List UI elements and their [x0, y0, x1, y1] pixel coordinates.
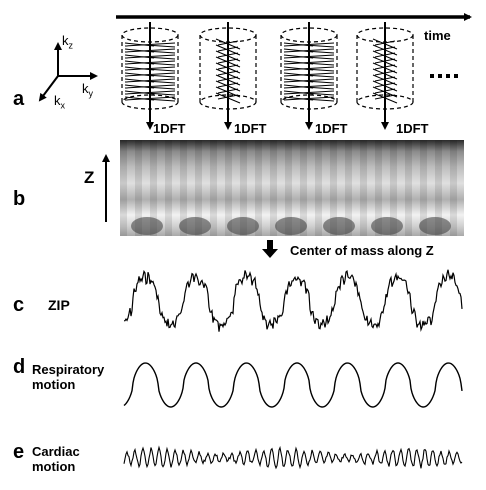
respiratory-label: Respiratory motion	[32, 362, 105, 392]
dft-label-4: 1DFT	[396, 121, 429, 136]
dft-label-3: 1DFT	[315, 121, 348, 136]
dft-label-2: 1DFT	[234, 121, 267, 136]
dft-label-1: 1DFT	[153, 121, 186, 136]
respiratory-signal	[123, 362, 463, 408]
z-label: Z	[84, 168, 95, 187]
kspace-axes	[38, 42, 98, 102]
kx-label: kx	[54, 93, 65, 111]
center-of-mass-arrow	[262, 240, 278, 258]
cylinder-1	[121, 22, 179, 130]
time-label: time	[424, 28, 451, 43]
cylinder-2	[199, 22, 257, 130]
panel-label-a: a	[13, 88, 25, 110]
panel-label-b: b	[13, 188, 26, 210]
panel-label-c: c	[13, 294, 25, 316]
zip-label: ZIP	[48, 297, 70, 313]
panel-label-d: d	[13, 356, 26, 378]
cylinder-4	[356, 22, 414, 130]
center-of-mass-label: Center of mass along Z	[290, 243, 434, 258]
kz-label: kz	[62, 33, 73, 51]
zip-signal	[123, 269, 463, 332]
ellipsis-dots	[430, 74, 458, 78]
cylinder-3	[280, 22, 338, 130]
panel-label-e: e	[13, 441, 25, 463]
cardiac-signal	[123, 445, 463, 470]
ky-label: ky	[82, 81, 93, 99]
cardiac-label: Cardiac motion	[32, 444, 80, 474]
image-dark-blobs	[131, 217, 451, 235]
kspace-cylinders	[121, 22, 414, 130]
